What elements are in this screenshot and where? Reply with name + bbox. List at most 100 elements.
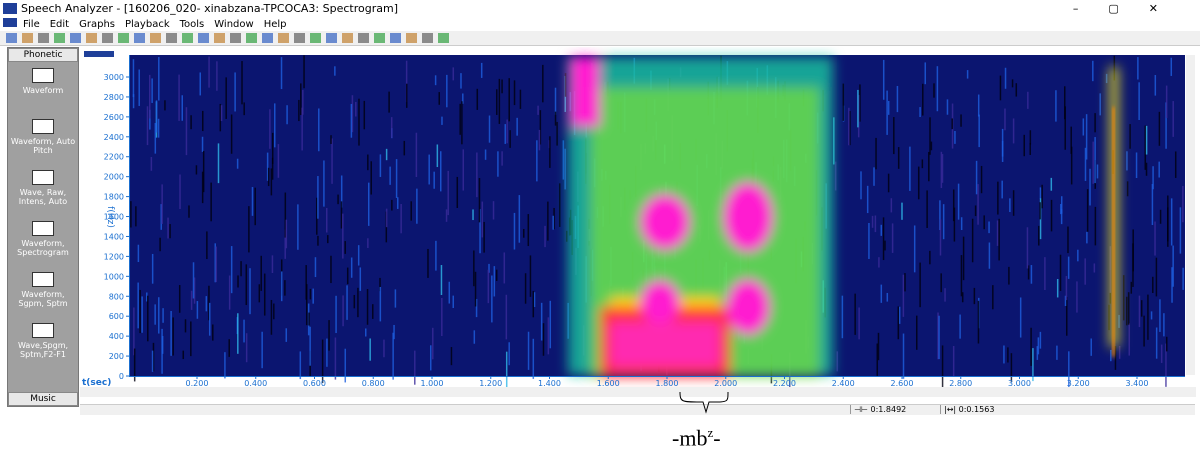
streak: [878, 333, 880, 360]
streak: [271, 168, 273, 195]
menu-item[interactable]: Tools: [180, 19, 205, 30]
streak: [918, 167, 920, 200]
streak: [212, 324, 214, 340]
menu-item[interactable]: Edit: [50, 19, 69, 30]
streak: [978, 115, 980, 148]
tool-button[interactable]: [358, 33, 369, 43]
menu-item[interactable]: File: [23, 19, 40, 30]
streak: [491, 276, 493, 323]
streak: [959, 315, 961, 339]
streak: [1171, 198, 1173, 245]
tool-button[interactable]: [6, 33, 17, 43]
streak: [427, 249, 429, 278]
tool-button[interactable]: [214, 33, 225, 43]
tool-button[interactable]: [182, 33, 193, 43]
streak: [1143, 316, 1145, 347]
streak: [501, 151, 503, 165]
x-tick-label: 1.800: [656, 379, 679, 388]
streak: [323, 160, 325, 206]
streak: [347, 268, 349, 285]
streak: [203, 151, 205, 192]
tool-button[interactable]: [134, 33, 145, 43]
tool-button[interactable]: [310, 33, 321, 43]
streak: [259, 284, 261, 302]
streak: [1040, 187, 1042, 198]
streak: [406, 84, 408, 108]
streak: [461, 101, 463, 144]
sidebar-header[interactable]: Phonetic: [8, 48, 78, 62]
menu-item[interactable]: Window: [214, 19, 253, 30]
tool-button[interactable]: [246, 33, 257, 43]
tool-button[interactable]: [198, 33, 209, 43]
tool-button[interactable]: [54, 33, 65, 43]
menu-item[interactable]: Graphs: [79, 19, 115, 30]
tool-button[interactable]: [150, 33, 161, 43]
streak: [499, 79, 501, 124]
tool-button[interactable]: [278, 33, 289, 43]
menu-item[interactable]: Playback: [125, 19, 170, 30]
streak: [1159, 112, 1161, 146]
tool-button[interactable]: [374, 33, 385, 43]
v-scrollbar[interactable]: [1186, 55, 1195, 375]
sidebar-item[interactable]: Waveform, Auto Pitch: [8, 119, 78, 164]
streak: [997, 182, 999, 215]
streak: [1039, 202, 1041, 219]
tool-button[interactable]: [294, 33, 305, 43]
streak: [565, 73, 567, 97]
streak: [449, 282, 451, 304]
tool-button[interactable]: [118, 33, 129, 43]
streak: [447, 171, 449, 215]
streak: [931, 142, 933, 151]
tool-button[interactable]: [166, 33, 177, 43]
streak: [331, 138, 333, 183]
tool-button[interactable]: [86, 33, 97, 43]
window-controls[interactable]: –▢✕: [1073, 0, 1188, 18]
streak: [1007, 347, 1009, 362]
tool-button[interactable]: [230, 33, 241, 43]
streak: [898, 306, 900, 339]
streak: [186, 107, 188, 155]
tool-button[interactable]: [406, 33, 417, 43]
streak: [1023, 135, 1025, 156]
x-tick-label: 2.000: [714, 379, 737, 388]
sidebar-item[interactable]: Waveform: [8, 68, 78, 113]
tool-button[interactable]: [262, 33, 273, 43]
tool-button[interactable]: [390, 33, 401, 43]
tool-button[interactable]: [438, 33, 449, 43]
streak: [1171, 267, 1173, 303]
streak: [1030, 328, 1032, 366]
tool-button[interactable]: [422, 33, 433, 43]
tool-button[interactable]: [326, 33, 337, 43]
streak: [459, 104, 461, 135]
sidebar-footer[interactable]: Music: [8, 392, 78, 406]
streak: [330, 135, 332, 144]
streak: [158, 57, 160, 101]
scrollbar[interactable]: [80, 387, 1196, 397]
streak: [365, 328, 367, 336]
streak: [273, 304, 275, 320]
tool-button[interactable]: [102, 33, 113, 43]
streak: [178, 75, 180, 121]
streak: [1182, 186, 1184, 222]
sidebar-item[interactable]: Wave, Raw, Intens, Auto: [8, 170, 78, 215]
tool-button[interactable]: [70, 33, 81, 43]
streak: [1151, 311, 1153, 319]
streak: [901, 203, 903, 220]
sidebar-item[interactable]: Waveform, Spectrogram: [8, 221, 78, 266]
item-label: Waveform, Spectrogram: [8, 239, 78, 257]
tool-button[interactable]: [22, 33, 33, 43]
sidebar-item[interactable]: Waveform, Sgpm, Sptm: [8, 272, 78, 317]
status-position: 0:1.8492: [870, 405, 906, 414]
streak: [888, 101, 890, 115]
streak: [916, 316, 918, 350]
streak: [953, 346, 955, 376]
tool-button[interactable]: [342, 33, 353, 43]
streak: [196, 165, 198, 174]
spectrogram-panel: f(Hz) t(sec) 300028002600240022002000180…: [80, 47, 1196, 404]
tool-button[interactable]: [38, 33, 49, 43]
streak: [221, 105, 223, 121]
sidebar-item[interactable]: Wave,Spgm, Sptm,F2-F1: [8, 323, 78, 368]
x-tick-label: 3.400: [1126, 379, 1149, 388]
streak: [481, 63, 483, 78]
menu-item[interactable]: Help: [264, 19, 287, 30]
